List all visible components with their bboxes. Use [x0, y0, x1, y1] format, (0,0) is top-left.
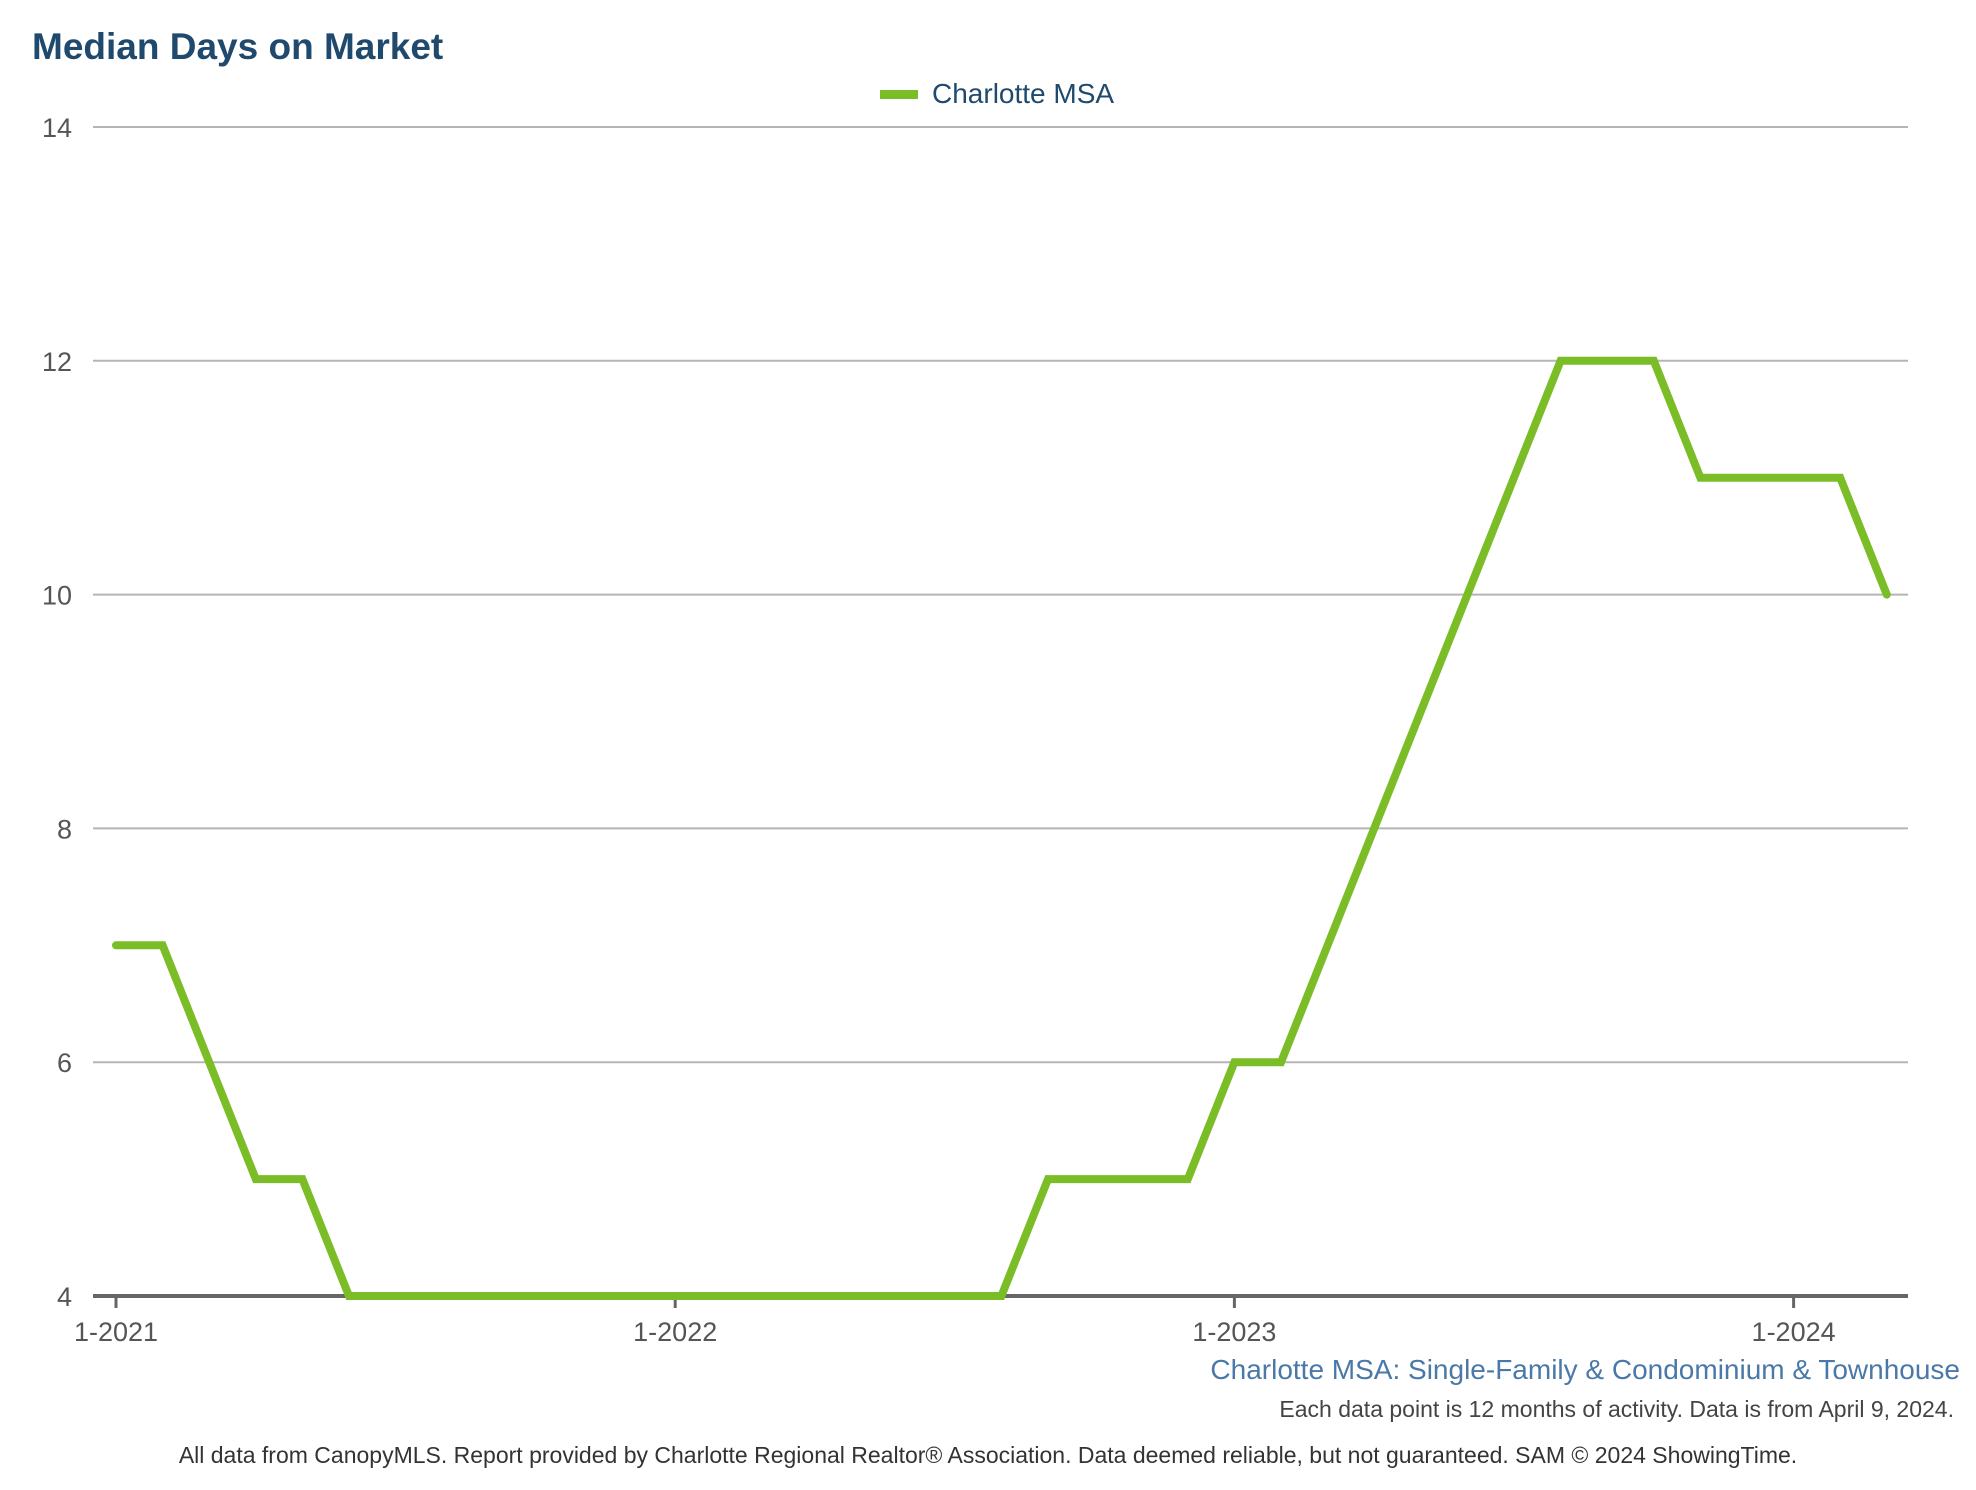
data-point: [907, 1295, 909, 1297]
data-point: [1233, 1061, 1235, 1063]
data-point: [488, 1295, 490, 1297]
y-tick-label: 14: [42, 113, 72, 143]
x-tick-label: 1-2023: [1192, 1317, 1276, 1347]
data-point: [1560, 360, 1562, 362]
chart-subtitle: Charlotte MSA: Single-Family & Condomini…: [1210, 1354, 1960, 1385]
data-point: [162, 944, 164, 946]
data-point: [1373, 827, 1375, 829]
data-point: [1047, 1178, 1049, 1180]
x-tick-label: 1-2021: [74, 1317, 158, 1347]
data-point: [1793, 477, 1795, 479]
data-point: [954, 1295, 956, 1297]
data-point: [301, 1178, 303, 1180]
data-point: [115, 944, 117, 946]
y-tick-label: 8: [57, 814, 72, 844]
data-point: [534, 1295, 536, 1297]
data-point: [1699, 477, 1701, 479]
legend: Charlotte MSA: [880, 78, 1114, 110]
data-point: [628, 1295, 630, 1297]
data-point: [1280, 1061, 1282, 1063]
data-point: [767, 1295, 769, 1297]
data-point: [1466, 594, 1468, 596]
legend-swatch: [880, 89, 918, 99]
data-point: [674, 1295, 676, 1297]
data-point: [1839, 477, 1841, 479]
data-point: [581, 1295, 583, 1297]
data-point: [1420, 711, 1422, 712]
footer-disclaimer: All data from CanopyMLS. Report provided…: [178, 1442, 1798, 1468]
data-point: [861, 1295, 863, 1297]
data-point: [1653, 360, 1655, 362]
data-point: [1140, 1178, 1142, 1180]
y-tick-label: 4: [57, 1282, 72, 1312]
data-point: [814, 1295, 816, 1297]
data-point: [721, 1295, 723, 1297]
data-point: [1886, 594, 1888, 596]
data-point: [1606, 360, 1608, 362]
data-note: Each data point is 12 months of activity…: [1279, 1396, 1954, 1422]
data-point: [208, 1061, 210, 1063]
y-tick-label: 12: [42, 347, 72, 377]
legend-label: Charlotte MSA: [932, 78, 1115, 109]
data-point: [395, 1295, 397, 1297]
data-point: [1000, 1295, 1002, 1297]
data-point: [441, 1295, 443, 1297]
data-point: [255, 1178, 257, 1180]
x-tick-label: 1-2024: [1752, 1317, 1836, 1347]
data-point: [1513, 477, 1515, 479]
data-point: [1094, 1178, 1096, 1180]
y-tick-label: 10: [42, 581, 72, 611]
data-point: [1746, 477, 1748, 479]
y-tick-label: 6: [57, 1048, 72, 1078]
x-tick-label: 1-2022: [633, 1317, 717, 1347]
data-point: [1327, 944, 1329, 946]
data-point: [348, 1295, 350, 1297]
chart-title: Median Days on Market: [32, 26, 444, 67]
data-point: [1187, 1178, 1189, 1180]
